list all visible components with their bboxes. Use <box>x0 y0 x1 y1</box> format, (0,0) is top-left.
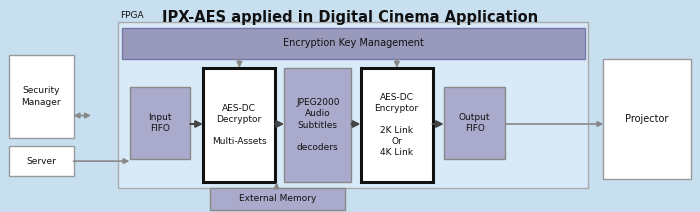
Text: Output
FIFO: Output FIFO <box>459 113 490 133</box>
Text: Input
FIFO: Input FIFO <box>148 113 172 133</box>
FancyBboxPatch shape <box>210 188 345 210</box>
FancyBboxPatch shape <box>203 68 275 182</box>
FancyBboxPatch shape <box>444 87 505 159</box>
FancyBboxPatch shape <box>360 68 433 182</box>
FancyBboxPatch shape <box>284 68 351 182</box>
Text: Projector: Projector <box>626 114 668 124</box>
FancyBboxPatch shape <box>130 87 190 159</box>
Text: External Memory: External Memory <box>239 194 316 203</box>
FancyBboxPatch shape <box>122 28 584 59</box>
Text: FPGA: FPGA <box>120 11 144 20</box>
Text: IPX-AES applied in Digital Cinema Application: IPX-AES applied in Digital Cinema Applic… <box>162 10 538 25</box>
Text: Encryption Key Management: Encryption Key Management <box>283 38 424 49</box>
Text: Server: Server <box>27 157 56 166</box>
FancyBboxPatch shape <box>9 146 74 176</box>
Text: Security
Manager: Security Manager <box>22 86 61 106</box>
FancyBboxPatch shape <box>118 22 588 188</box>
FancyBboxPatch shape <box>603 59 691 179</box>
Text: AES-DC
Encryptor

2K Link
Or
4K Link: AES-DC Encryptor 2K Link Or 4K Link <box>374 93 419 157</box>
Text: AES-DC
Decryptor

Multi-Assets: AES-DC Decryptor Multi-Assets <box>211 104 267 146</box>
FancyBboxPatch shape <box>9 55 74 138</box>
Text: JPEG2000
Audio
Subtitles

decoders: JPEG2000 Audio Subtitles decoders <box>296 98 339 152</box>
